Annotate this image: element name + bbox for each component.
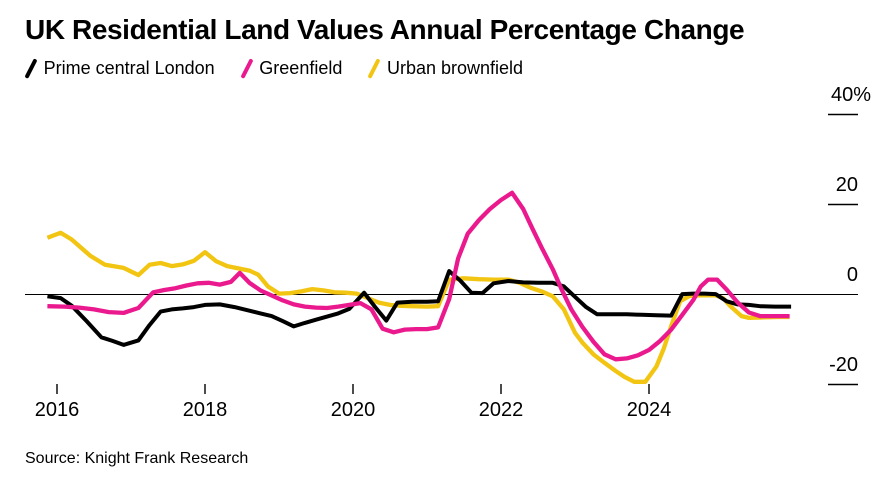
legend-label: Greenfield [259,58,343,78]
x-axis-label: 2018 [182,399,228,421]
y-axis-label: -20 [829,353,858,376]
legend-item-urban-brownfield[interactable]: Urban brownfield [367,58,524,79]
legend-label: Urban brownfield [386,58,524,78]
series-line-urban-brownfield [46,230,790,384]
legend: Prime central London Greenfield Urban brow… [24,58,524,79]
y-axis-label: 20 [835,173,858,196]
legend-item-prime-central-london[interactable]: Prime central London [24,58,215,79]
x-axis-label: 2024 [626,399,672,421]
series-line-prime-central-london [47,269,792,347]
legend-label: Prime central London [43,58,215,78]
series-lines [46,190,792,384]
y-axis-label: 0 [846,263,858,286]
legend-item-greenfield[interactable]: Greenfield [240,58,343,79]
chart-title: UK Residential Land Values Annual Percen… [25,14,745,45]
y-axis-label: 40% [830,83,871,106]
x-axis-label: 2022 [478,399,524,421]
source-caption: Source: Knight Frank Research [25,450,249,467]
series-line-greenfield [47,190,790,362]
axis-ticks [56,113,858,394]
x-axis-label: 2020 [330,399,376,421]
x-axis-label: 2016 [34,399,80,421]
